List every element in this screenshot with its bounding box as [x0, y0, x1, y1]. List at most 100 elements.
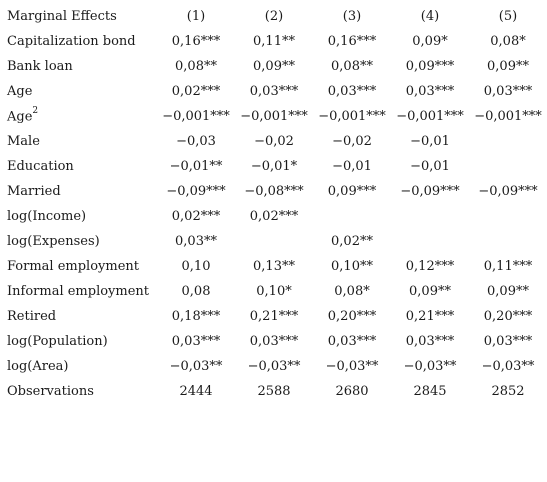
table-row: log(Income) 0,02*** 0,02*** [0, 204, 547, 229]
table-cell: 2845 [413, 384, 447, 399]
row-label: log(Area) [0, 354, 157, 379]
row-label: Male [0, 129, 157, 154]
table-cell: −0,01 [410, 159, 450, 174]
row-label: Education [0, 154, 157, 179]
row-label-text: Formal employment [7, 259, 140, 274]
table-row: Age2 −0,001*** −0,001*** −0,001*** −0,001***… [0, 104, 547, 129]
table-cell [313, 204, 391, 229]
row-label: Formal employment [0, 254, 157, 279]
table-cell: −0,01 [410, 134, 450, 149]
table-cell: 0,03*** [483, 334, 533, 349]
table-cell: −0,02 [254, 134, 294, 149]
marginal-effects-table: Marginal Effects (1) (2) (3) (4) (5) Cap… [0, 4, 547, 404]
table-cell: 0,02*** [249, 209, 299, 224]
table-cell: 0,03*** [405, 84, 455, 99]
table-cell: −0,001*** [318, 109, 386, 124]
table-cell: −0,001*** [162, 109, 230, 124]
table-cell: −0,09*** [166, 184, 226, 199]
table-cell: 0,03*** [327, 334, 377, 349]
row-label: Retired [0, 304, 157, 329]
column-header: (5) [498, 9, 518, 24]
table-cell: 0,09** [487, 284, 529, 299]
table-cell: −0,01* [250, 159, 298, 174]
row-label-text: Retired [7, 309, 57, 324]
table-cell [469, 229, 547, 254]
table-cell: −0,03** [247, 359, 301, 374]
table-row: Male −0,03 −0,02 −0,02 −0,01 [0, 129, 547, 154]
row-label-text: Age [7, 84, 33, 99]
table-cell: 2852 [491, 384, 525, 399]
table-cell: 0,03*** [249, 334, 299, 349]
row-label: Informal employment [0, 279, 157, 304]
table-row: Retired 0,18*** 0,21*** 0,20*** 0,21*** 0,20*… [0, 304, 547, 329]
table-cell: −0,03** [169, 359, 223, 374]
regression-table-container: Marginal Effects (1) (2) (3) (4) (5) Cap… [0, 4, 547, 404]
table-cell: 0,02** [331, 234, 373, 249]
table-cell: −0,03** [325, 359, 379, 374]
row-label-text: Age [7, 109, 33, 125]
table-cell: 0,08** [331, 59, 373, 74]
table-row: log(Area) −0,03** −0,03** −0,03** −0,03** −0,… [0, 354, 547, 379]
table-row: Bank loan 0,08** 0,09** 0,08** 0,09*** 0,09** [0, 54, 547, 79]
row-label-text: Married [7, 184, 61, 199]
superscript: 2 [32, 106, 39, 117]
table-cell: 2680 [335, 384, 369, 399]
table-cell [469, 204, 547, 229]
table-cell [391, 229, 469, 254]
table-cell: −0,03** [403, 359, 457, 374]
row-label: log(Population) [0, 329, 157, 354]
row-label-text: log(Area) [7, 359, 69, 374]
table-cell: 0,21*** [249, 309, 299, 324]
row-label-text: Male [7, 134, 40, 149]
row-label: Bank loan [0, 54, 157, 79]
row-label: Married [0, 179, 157, 204]
row-label-text: log(Expenses) [7, 234, 100, 249]
table-cell: 0,03*** [483, 84, 533, 99]
table-cell: −0,08*** [244, 184, 304, 199]
table-row: Married −0,09*** −0,08*** 0,09*** −0,09*** −0… [0, 179, 547, 204]
table-cell: −0,09*** [478, 184, 538, 199]
table-cell: 0,08** [175, 59, 217, 74]
table-cell: 2588 [257, 384, 291, 399]
table-cell: 0,10 [181, 259, 211, 274]
row-label: Capitalization bond [0, 29, 157, 54]
table-cell: −0,01 [332, 159, 372, 174]
row-label-text: Observations [7, 384, 94, 399]
table-cell [469, 129, 547, 154]
column-header: (2) [264, 9, 284, 24]
table-cell: 0,20*** [483, 309, 533, 324]
table-row: Formal employment 0,10 0,13** 0,10** 0,12***… [0, 254, 547, 279]
row-label: log(Expenses) [0, 229, 157, 254]
column-header: (3) [342, 9, 362, 24]
table-cell: −0,03** [481, 359, 535, 374]
table-cell: −0,09*** [400, 184, 460, 199]
table-row: Capitalization bond 0,16*** 0,11** 0,16*** 0… [0, 29, 547, 54]
table-cell: 0,16*** [171, 34, 221, 49]
table-cell: 0,16*** [327, 34, 377, 49]
row-label: Age [0, 79, 157, 104]
table-cell: 0,20*** [327, 309, 377, 324]
row-label-text: log(Income) [7, 209, 87, 224]
table-cell: −0,001*** [474, 109, 542, 124]
table-row: Age 0,02*** 0,03*** 0,03*** 0,03*** 0,03*** [0, 79, 547, 104]
row-label-text: Capitalization bond [7, 34, 136, 49]
table-body: Capitalization bond 0,16*** 0,11** 0,16*** 0… [0, 29, 547, 404]
table-cell: 0,09** [253, 59, 295, 74]
header-row: Marginal Effects (1) (2) (3) (4) (5) [0, 4, 547, 29]
table-cell [391, 204, 469, 229]
table-cell [469, 154, 547, 179]
row-label: log(Income) [0, 204, 157, 229]
table-cell: −0,001*** [240, 109, 308, 124]
table-cell [235, 229, 313, 254]
table-cell: 0,09** [409, 284, 451, 299]
table-cell: 0,11** [253, 34, 295, 49]
row-label: Observations [0, 379, 157, 404]
table-cell: 0,09*** [327, 184, 377, 199]
table-cell: 0,09*** [405, 59, 455, 74]
header-label: Marginal Effects [7, 9, 117, 24]
row-label-text: Bank loan [7, 59, 73, 74]
table-cell: 0,03*** [249, 84, 299, 99]
table-row: log(Expenses) 0,03** 0,02** [0, 229, 547, 254]
table-cell: −0,001*** [396, 109, 464, 124]
table-cell: 0,09* [412, 34, 448, 49]
